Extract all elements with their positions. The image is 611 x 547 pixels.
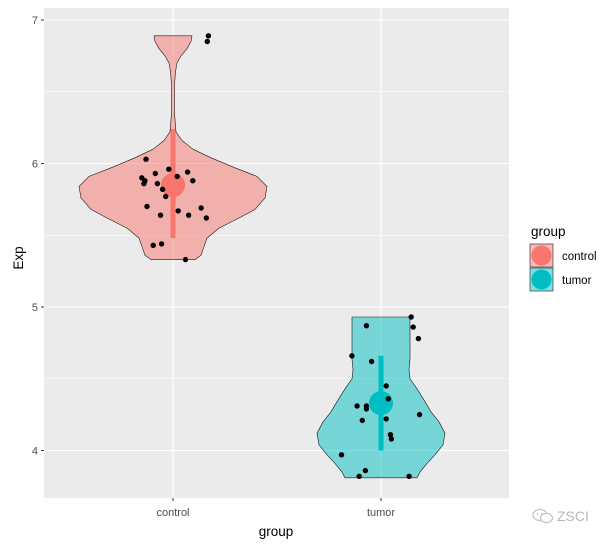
data-point-tumor (338, 452, 345, 458)
data-point-control (157, 212, 164, 218)
data-point-control (204, 38, 210, 45)
data-point-control (205, 33, 212, 39)
data-point-tumor (387, 432, 394, 438)
data-point-control (203, 215, 209, 221)
legend-title: group (531, 224, 566, 239)
data-point-tumor (349, 353, 355, 359)
data-point-control (174, 173, 180, 180)
mean-point-control (161, 173, 185, 198)
legend-key-point (531, 245, 552, 266)
mean-point-tumor (369, 391, 393, 416)
data-point-control (159, 186, 166, 192)
jitter-points (139, 33, 423, 479)
data-point-control (150, 242, 156, 248)
x-tick-label: control (156, 507, 189, 519)
data-point-control (166, 166, 172, 172)
data-point-tumor (385, 396, 391, 402)
data-point-tumor (406, 473, 412, 479)
data-point-tumor (410, 324, 416, 330)
data-point-tumor (363, 323, 370, 329)
data-point-control (175, 208, 181, 214)
watermark-text: ZSCI (557, 508, 589, 524)
data-point-tumor (359, 417, 365, 424)
data-point-control (144, 203, 150, 210)
data-point-control (182, 256, 189, 263)
x-axis-title: group (259, 524, 294, 539)
y-axis-ticks: 4 5 6 7 (32, 15, 44, 458)
data-point-tumor (383, 416, 389, 422)
x-tick-label: tumor (367, 507, 395, 519)
data-point-tumor (388, 436, 395, 442)
data-point-control (198, 205, 204, 211)
data-point-tumor (363, 403, 370, 409)
y-axis-title: Exp (11, 246, 26, 269)
data-point-tumor (368, 358, 375, 365)
y-tick-label: 7 (32, 15, 38, 27)
summary-layer (161, 129, 393, 451)
legend: group control tumor (529, 224, 597, 292)
data-point-control (163, 193, 169, 200)
legend-keys: control tumor (529, 243, 597, 292)
legend-key-point (531, 269, 552, 290)
data-point-control (143, 156, 149, 162)
data-point-control (141, 180, 147, 187)
data-point-control (158, 241, 165, 247)
data-point-tumor (362, 467, 369, 474)
data-point-control (154, 180, 161, 187)
y-tick-label: 5 (32, 302, 38, 314)
watermark: ZSCI (532, 508, 589, 524)
x-axis-ticks: control tumor (156, 498, 395, 519)
data-point-tumor (356, 473, 362, 479)
data-point-tumor (383, 383, 389, 389)
data-point-tumor (415, 335, 422, 342)
data-point-tumor (354, 403, 360, 409)
legend-label-control: control (562, 251, 597, 263)
legend-label-tumor: tumor (562, 275, 592, 287)
wechat-icon (532, 508, 554, 524)
data-point-control (185, 212, 192, 218)
y-tick-label: 6 (32, 159, 38, 171)
data-point-control (152, 170, 158, 177)
data-point-control (184, 169, 191, 175)
data-point-tumor (408, 314, 414, 320)
data-point-tumor (416, 411, 423, 418)
data-point-control (190, 178, 196, 184)
y-tick-label: 4 (32, 446, 38, 458)
